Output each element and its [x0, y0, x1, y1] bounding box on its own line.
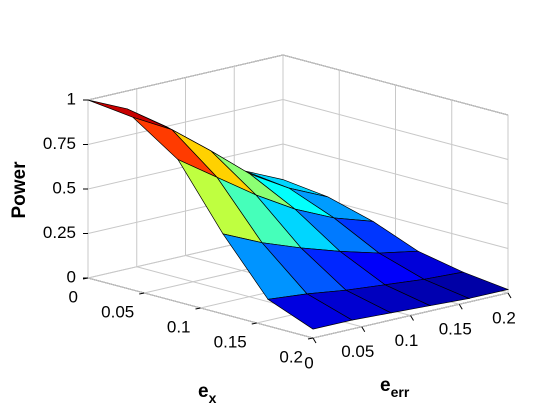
x-tick	[251, 322, 257, 325]
y-label-sub: err	[391, 384, 410, 400]
y-axis-label: eerr	[380, 375, 410, 400]
z-tick-label: 0.5	[52, 178, 76, 197]
x-tick	[139, 292, 145, 295]
grid-line	[87, 54, 284, 101]
y-tick-label: 0	[304, 353, 313, 372]
y-tick-label: 0.05	[341, 342, 374, 361]
z-tick-label: 0	[67, 267, 76, 286]
x-tick	[307, 337, 314, 340]
x-tick-label: 0.2	[279, 347, 303, 366]
grid-line	[282, 99, 509, 160]
y-tick	[410, 315, 414, 321]
y-tick	[507, 292, 512, 299]
x-tick-label: 0.15	[214, 332, 247, 351]
x-tick	[195, 307, 201, 310]
grid-line	[282, 143, 509, 205]
surface	[87, 99, 510, 330]
z-tick-label: 0.25	[43, 223, 76, 242]
x-tick-label: 0	[69, 287, 78, 306]
y-tick	[361, 326, 366, 333]
ticks: 00.050.10.150.2 00.050.10.150.200.250.50.…	[43, 89, 516, 372]
z-tick-label: 0.75	[43, 134, 76, 153]
y-tick	[312, 337, 317, 344]
x-axis-label: ex	[198, 381, 217, 406]
x-label-main: e	[198, 381, 209, 402]
x-tick-label: 0.05	[101, 302, 134, 321]
z-axis-label: Power	[9, 161, 30, 219]
y-tick-label: 0.1	[395, 331, 419, 350]
z-tick-label: 1	[67, 89, 76, 108]
grid-line	[87, 99, 284, 145]
y-tick	[458, 303, 463, 310]
y-label-main: e	[380, 375, 391, 396]
grid-line	[282, 54, 509, 116]
y-tick-label: 0.2	[492, 308, 516, 327]
x-label-sub: x	[209, 390, 217, 406]
x-tick-label: 0.1	[167, 317, 191, 336]
surface-face	[267, 293, 353, 330]
y-tick-label: 0.15	[439, 320, 472, 339]
